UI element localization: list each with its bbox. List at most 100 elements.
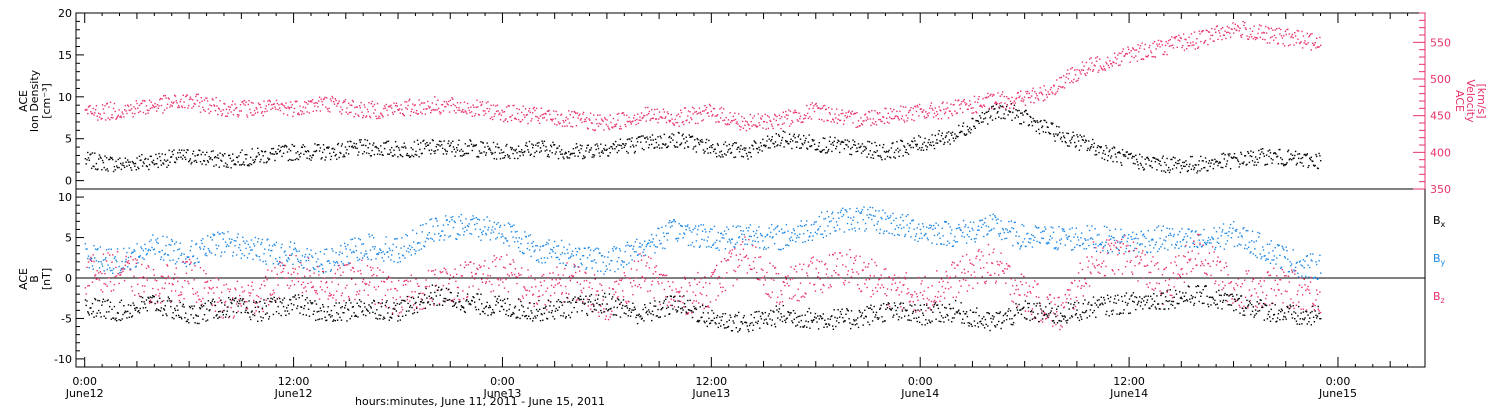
velocity-point [315, 110, 318, 112]
velocity-point [1049, 89, 1052, 91]
velocity-point [763, 120, 765, 123]
density-point [177, 156, 180, 159]
by-point [835, 221, 838, 223]
velocity-point [1189, 42, 1192, 44]
by-point [1218, 227, 1221, 229]
velocity-point [624, 123, 626, 126]
density-point [102, 161, 105, 164]
density-point [1183, 161, 1186, 164]
by-point [398, 253, 400, 255]
velocity-point [800, 121, 802, 124]
velocity-point [1231, 28, 1233, 31]
velocity-point [614, 124, 616, 126]
velocity-point [343, 100, 345, 102]
density-point [773, 143, 775, 145]
velocity-point [982, 97, 984, 100]
density-point [1035, 130, 1037, 132]
density-point [1240, 151, 1242, 154]
velocity-point [134, 108, 137, 110]
velocity-point [322, 98, 325, 101]
velocity-point [200, 97, 202, 99]
by-point [1155, 241, 1157, 243]
by-point [371, 234, 373, 237]
density-point [661, 147, 663, 149]
velocity-point [428, 107, 430, 109]
density-point [1260, 148, 1262, 150]
by-point [869, 206, 871, 209]
velocity-point [170, 101, 173, 103]
density-point [966, 125, 969, 128]
velocity-point [812, 107, 814, 109]
velocity-point [259, 103, 261, 106]
velocity-point [257, 102, 260, 104]
by-point [602, 261, 604, 264]
velocity-point [936, 110, 938, 113]
density-point [185, 158, 187, 161]
by-point [242, 240, 245, 242]
velocity-point [954, 99, 957, 101]
velocity-point [207, 108, 210, 110]
velocity-point [775, 119, 777, 122]
velocity-point [429, 106, 431, 108]
velocity-point [755, 125, 757, 127]
by-point [439, 235, 441, 238]
density-point [1034, 120, 1036, 122]
velocity-point [827, 120, 829, 122]
by-point [156, 237, 159, 240]
velocity-point [640, 119, 642, 121]
velocity-point [1223, 34, 1225, 36]
density-point [1038, 132, 1041, 135]
density-point [858, 146, 860, 149]
by-point [928, 227, 930, 229]
velocity-point [976, 112, 978, 114]
velocity-point [695, 110, 698, 113]
by-point [1142, 233, 1145, 235]
velocity-point [87, 112, 89, 115]
density-point [1128, 153, 1131, 156]
velocity-point [395, 102, 398, 104]
density-point [491, 153, 493, 155]
density-point [386, 140, 388, 143]
by-point [1095, 243, 1097, 245]
velocity-point [797, 120, 799, 122]
velocity-point [643, 114, 645, 117]
velocity-point [445, 101, 448, 103]
density-point [320, 158, 322, 160]
velocity-point [1000, 102, 1002, 104]
by-point [1292, 249, 1294, 251]
velocity-point [1305, 43, 1307, 45]
density-point [625, 143, 627, 145]
velocity-point [214, 110, 217, 112]
velocity-point [1093, 64, 1095, 66]
by-point [1048, 242, 1050, 244]
velocity-point [721, 112, 723, 114]
velocity-point [623, 114, 625, 116]
velocity-point [454, 105, 456, 107]
velocity-point [1110, 63, 1113, 65]
velocity-point [1132, 48, 1135, 50]
by-point [1182, 239, 1184, 241]
velocity-point [987, 92, 989, 95]
density-point [144, 158, 146, 161]
by-point [655, 234, 658, 237]
density-point [1059, 138, 1062, 140]
velocity-point [551, 120, 553, 122]
density-point [1022, 114, 1024, 116]
by-point [148, 248, 150, 251]
by-point [888, 232, 890, 234]
velocity-point [936, 113, 939, 115]
density-point [658, 147, 661, 149]
by-point [784, 231, 786, 233]
velocity-point [1275, 37, 1277, 39]
density-point [258, 153, 260, 156]
density-point [640, 135, 643, 137]
by-point [569, 256, 571, 259]
by-point [756, 229, 758, 232]
by-point [554, 252, 557, 254]
velocity-point [1248, 36, 1251, 38]
by-point [367, 258, 369, 260]
velocity-point [973, 95, 976, 98]
density-point [835, 148, 837, 150]
density-point [326, 146, 329, 148]
velocity-point [434, 96, 436, 98]
